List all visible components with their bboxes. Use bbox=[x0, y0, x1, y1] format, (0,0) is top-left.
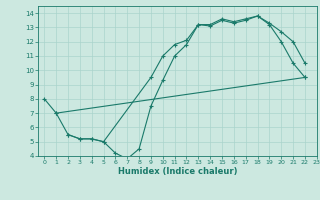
X-axis label: Humidex (Indice chaleur): Humidex (Indice chaleur) bbox=[118, 167, 237, 176]
